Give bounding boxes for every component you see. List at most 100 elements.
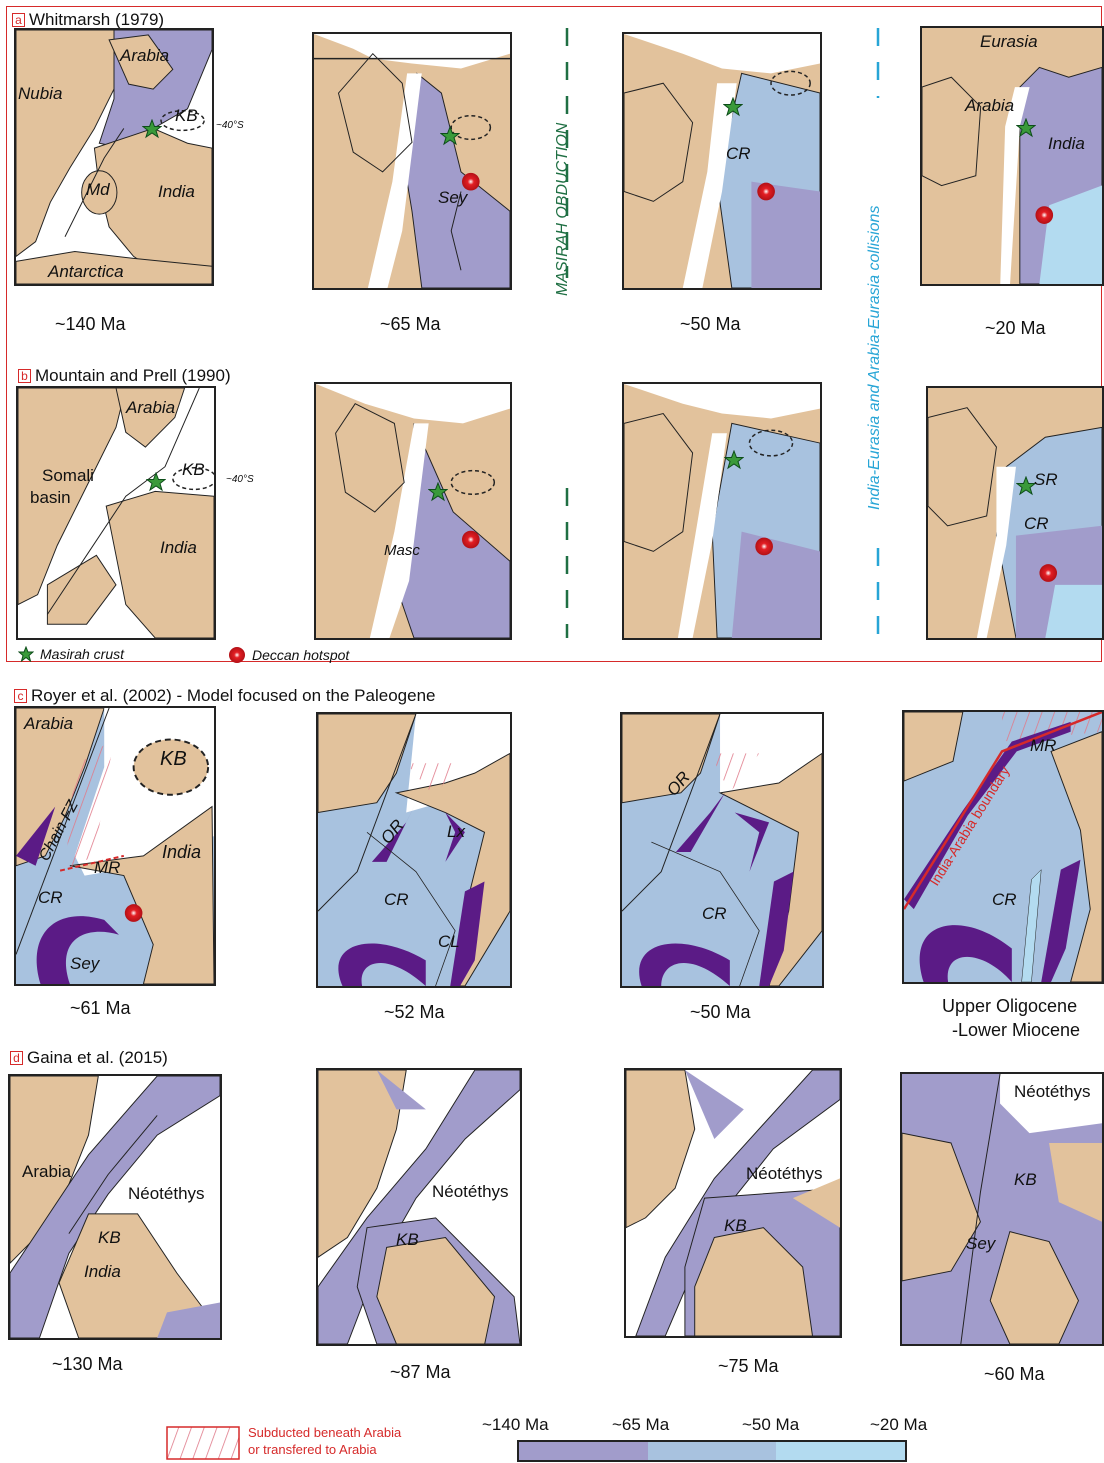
section-a-title: Whitmarsh (1979): [29, 10, 165, 29]
panel-c4: [902, 710, 1104, 984]
panel-a4: [920, 26, 1104, 286]
panel-c1: [14, 706, 216, 986]
masirah-dashline: [565, 28, 569, 638]
age-a4: ~20 Ma: [985, 318, 1046, 338]
panel-d4: [900, 1072, 1104, 1346]
label-india-b1: India: [160, 538, 197, 557]
legend-masirah-crust: Masirah crust: [18, 646, 124, 662]
label-cr-c1: CR: [38, 888, 63, 907]
panel-b2: [314, 382, 512, 640]
age-a2: ~65 Ma: [380, 314, 441, 334]
masirah-star-a4: [1016, 118, 1036, 138]
section-d-title: Gaina et al. (2015): [27, 1048, 168, 1067]
masirah-star-a1: [142, 119, 162, 139]
masirah-star-b2: [428, 482, 448, 502]
label-cr-b4: CR: [1024, 514, 1049, 533]
legend-masirah-label: Masirah crust: [40, 646, 125, 662]
label-masc-b2: Masc: [384, 542, 420, 559]
label-india-a1: India: [158, 182, 195, 201]
label-nubia-a1: Nubia: [18, 84, 63, 103]
age-a1: ~140 Ma: [55, 314, 126, 334]
masirah-star-a3: [723, 97, 743, 117]
age-c4-line1: Upper Oligocene: [942, 996, 1078, 1016]
panel-a3: [622, 32, 822, 290]
collisions-text: India-Eurasia and Arabia-Eurasia collisi…: [866, 205, 883, 510]
masirah-star-a2: [440, 126, 460, 146]
label-mr-c1: MR: [94, 858, 121, 877]
label-neotethys-d3: Néotéthys: [746, 1164, 823, 1183]
panel-b1: [16, 386, 216, 640]
label-arabia-b1: Arabia: [126, 398, 176, 417]
label-basin-b1: basin: [30, 488, 71, 507]
panel-d1: [8, 1074, 222, 1340]
label-india-d1: India: [84, 1262, 121, 1281]
label-sey-a2: Sey: [438, 188, 468, 207]
label-kb-b1: KB: [182, 460, 205, 479]
label-kb-d4: KB: [1014, 1170, 1037, 1189]
hatch-legend-swatch: [166, 1426, 240, 1460]
top-frame: [6, 6, 1102, 662]
panel-b4: [926, 386, 1104, 640]
tick-140: ~140 Ma: [482, 1415, 549, 1434]
label-antarctica-a1: Antarctica: [48, 262, 124, 281]
age-a3: ~50 Ma: [680, 314, 741, 334]
section-d-tag: d: [10, 1051, 23, 1065]
age-d1: ~130 Ma: [52, 1354, 123, 1374]
panel-c2: [316, 712, 512, 988]
label-neotethys-d2: Néotéthys: [432, 1182, 509, 1201]
tick-50: ~50 Ma: [742, 1415, 800, 1434]
label-cl-c2: CL: [438, 932, 460, 951]
tick-20: ~20 Ma: [870, 1415, 928, 1434]
label-somali-b1: Somali: [42, 466, 94, 485]
label-cr-a3: CR: [726, 144, 751, 163]
panel-a2: [312, 32, 512, 290]
panel-b3: [622, 382, 822, 640]
section-a-header: a Whitmarsh (1979): [12, 10, 164, 30]
label-neotethys-d1: Néotéthys: [128, 1184, 205, 1203]
label-eurasia-a4: Eurasia: [980, 32, 1038, 51]
section-c-title: Royer et al. (2002) - Model focused on t…: [31, 686, 436, 705]
label-india-c1: India: [162, 842, 202, 862]
masirah-star-b4: [1016, 476, 1036, 496]
hatch-legend-line2: or transfered to Arabia: [248, 1442, 377, 1457]
panel-c3: [620, 712, 824, 988]
age-c4-line2: -Lower Miocene: [952, 1020, 1081, 1040]
legend-deccan-hotspot: Deccan hotspot: [228, 646, 349, 664]
legend-deccan-label: Deccan hotspot: [252, 647, 350, 663]
label-arabia-a1: Arabia: [120, 46, 170, 65]
label-mr-c4: MR: [1030, 736, 1057, 755]
age-bar-young: [776, 1442, 906, 1460]
age-color-bar: [517, 1440, 907, 1462]
label-cr-c2: CR: [384, 890, 409, 909]
tick-65: ~65 Ma: [612, 1415, 670, 1434]
label-lat-b1: ~40°S: [226, 474, 254, 485]
section-d-header: d Gaina et al. (2015): [10, 1048, 168, 1068]
section-b-title: Mountain and Prell (1990): [35, 366, 231, 385]
section-c-tag: c: [14, 689, 27, 703]
section-b-header: b Mountain and Prell (1990): [18, 366, 231, 386]
age-d3: ~75 Ma: [718, 1356, 779, 1376]
label-lx-c2: Lx: [447, 822, 465, 841]
masirah-star-b3: [724, 450, 744, 470]
label-sr-b4: SR: [1034, 470, 1058, 489]
label-arabia-c1: Arabia: [24, 714, 74, 733]
label-md-a1: Md: [86, 180, 110, 199]
collisions-dashline: [876, 28, 880, 638]
masirah-obduction-text: MASIRAH OBDUCTION: [554, 122, 571, 296]
label-india-a4: India: [1048, 134, 1085, 153]
hatch-legend-line1: Subducted beneath Arabia: [248, 1425, 402, 1440]
panel-d3: [624, 1068, 842, 1338]
section-c-header: c Royer et al. (2002) - Model focused on…: [14, 686, 435, 706]
label-cr-c4: CR: [992, 890, 1017, 909]
masirah-star-b1: [146, 472, 166, 492]
age-c1: ~61 Ma: [70, 998, 131, 1018]
hotspot-icon: [229, 647, 245, 663]
section-a-tag: a: [12, 13, 25, 27]
age-d4: ~60 Ma: [984, 1364, 1045, 1384]
label-lat-a1: ~40°S: [216, 120, 244, 131]
label-neotethys-d4: Néotéthys: [1014, 1082, 1091, 1101]
label-kb-a1: KB: [175, 106, 198, 125]
label-kb-d1: KB: [98, 1228, 121, 1247]
label-arabia-a4: Arabia: [965, 96, 1015, 115]
label-cr-c3: CR: [702, 904, 727, 923]
